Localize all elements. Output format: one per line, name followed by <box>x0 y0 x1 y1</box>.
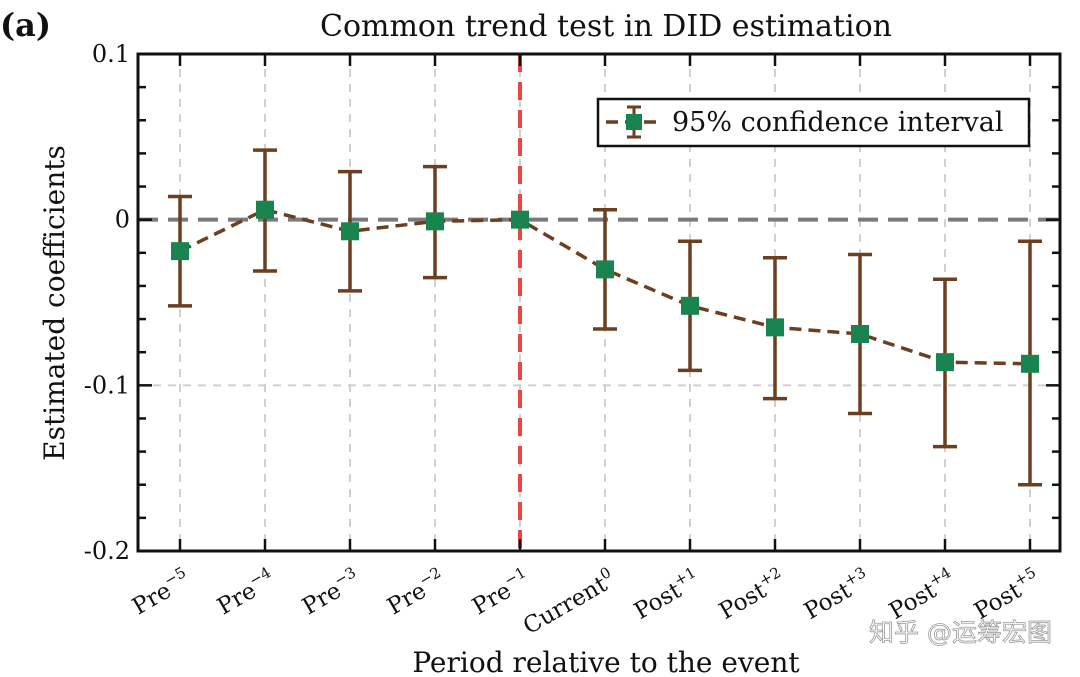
data-point <box>171 242 189 261</box>
data-point <box>341 222 359 241</box>
data-point <box>851 324 869 343</box>
x-tick-label: Pre−3 <box>296 563 365 620</box>
x-tick-label: Post+2 <box>713 563 790 625</box>
x-tick-label: Pre−2 <box>381 563 450 620</box>
y-tick-label: -0.1 <box>84 371 130 399</box>
series-line <box>179 207 1031 366</box>
data-point <box>256 200 274 219</box>
series <box>168 148 1042 487</box>
panel-label: (a) <box>0 6 51 44</box>
y-tick-label: 0.1 <box>92 40 130 68</box>
y-axis-label: Estimated coefficients <box>38 145 71 461</box>
watermark: 知乎 @运筹宏图 <box>869 618 1052 647</box>
x-tick-label: Post+5 <box>968 563 1045 625</box>
legend-label: 95% confidence interval <box>672 107 1003 138</box>
data-point <box>936 353 954 372</box>
reference-lines <box>138 54 1060 551</box>
data-point <box>511 210 529 229</box>
x-tick-label: Post+1 <box>628 563 705 625</box>
x-tick-label: Pre−4 <box>211 563 280 620</box>
x-axis-label: Period relative to the event <box>412 646 800 677</box>
x-tick-label: Post+3 <box>798 563 875 625</box>
chart-title: Common trend test in DID estimation <box>320 9 892 44</box>
data-point <box>596 260 614 279</box>
legend-box <box>596 97 1031 148</box>
data-point <box>681 296 699 315</box>
plot-border <box>136 52 1062 553</box>
legend: 95% confidence interval <box>596 97 1031 148</box>
x-tick-label: Current0 <box>517 563 620 640</box>
data-point <box>1021 354 1039 373</box>
x-tick-label: Pre−5 <box>126 563 195 620</box>
plot-frame <box>136 52 1062 553</box>
x-tick-label: Pre−1 <box>466 563 535 620</box>
data-point <box>766 318 784 337</box>
data-point <box>426 212 444 231</box>
legend-marker <box>626 114 642 130</box>
axis-ticks <box>138 52 1060 553</box>
x-tick-label: Post+4 <box>883 563 960 625</box>
y-tick-label: 0 <box>115 206 130 234</box>
y-tick-label: -0.2 <box>84 537 130 565</box>
